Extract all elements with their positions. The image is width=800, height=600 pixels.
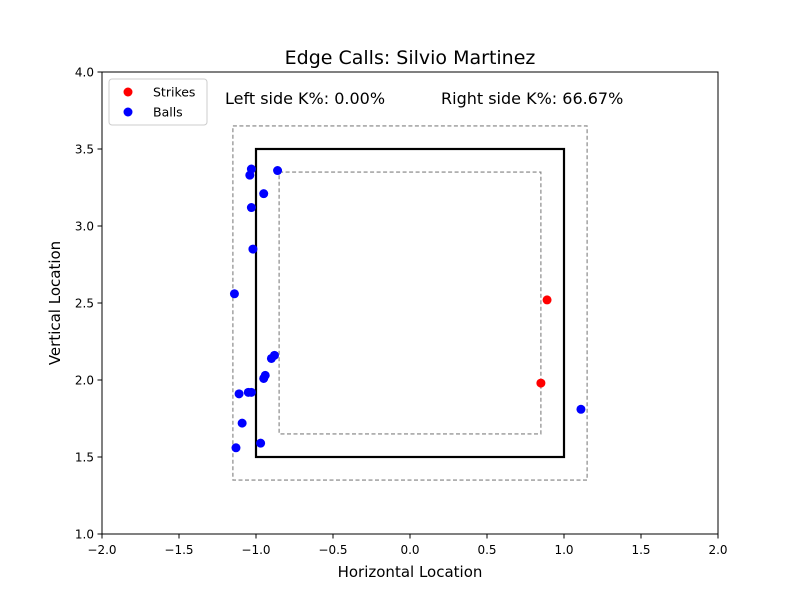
x-tick-label: 0.0 bbox=[400, 543, 419, 557]
y-tick-label: 1.0 bbox=[75, 528, 94, 542]
chart-title: Edge Calls: Silvio Martinez bbox=[285, 47, 536, 69]
x-tick-label: 2.0 bbox=[708, 543, 727, 557]
y-tick-label: 2.5 bbox=[75, 297, 94, 311]
outer-zone-rect bbox=[232, 125, 588, 481]
ball-point bbox=[248, 244, 258, 254]
x-axis-label: Horizontal Location bbox=[338, 563, 483, 581]
ball-point bbox=[229, 289, 239, 299]
ball-point bbox=[576, 404, 586, 414]
y-tick-label: 1.5 bbox=[75, 451, 94, 465]
y-axis-label: Vertical Location bbox=[46, 241, 64, 365]
x-tick-label: −1.5 bbox=[164, 543, 193, 557]
ball-point bbox=[246, 387, 256, 397]
left-side-k-annotation: Left side K%: 0.00% bbox=[225, 89, 385, 108]
legend-strike-marker bbox=[123, 87, 133, 97]
x-tick-label: 1.5 bbox=[631, 543, 650, 557]
inner-zone-rect bbox=[278, 171, 542, 435]
x-axis: −2.0 −1.5 −1.0 −0.5 0.0 0.5 1.0 1.5 2.0 bbox=[87, 534, 728, 557]
ball-point bbox=[273, 166, 283, 176]
ball-point bbox=[231, 443, 241, 453]
y-tick-label: 2.0 bbox=[75, 374, 94, 388]
ball-point bbox=[245, 170, 255, 180]
strike-point bbox=[536, 378, 546, 388]
x-tick-label: 0.5 bbox=[477, 543, 496, 557]
ball-point bbox=[237, 418, 247, 428]
right-side-k-annotation: Right side K%: 66.67% bbox=[441, 89, 623, 108]
ball-point bbox=[259, 373, 269, 383]
points-layer bbox=[229, 164, 586, 453]
legend: Strikes Balls bbox=[108, 78, 208, 126]
legend-box bbox=[108, 78, 208, 126]
x-tick-label: 1.0 bbox=[554, 543, 573, 557]
x-tick-label: −1.0 bbox=[241, 543, 270, 557]
y-tick-label: 3.5 bbox=[75, 143, 94, 157]
x-tick-label: −2.0 bbox=[87, 543, 116, 557]
strike-zone-rect bbox=[254, 147, 566, 459]
ball-point bbox=[266, 353, 276, 363]
y-tick-label: 4.0 bbox=[75, 66, 94, 80]
ball-point bbox=[256, 438, 266, 448]
ball-point bbox=[259, 189, 269, 199]
legend-ball-label: Balls bbox=[153, 105, 183, 120]
legend-ball-marker bbox=[123, 107, 133, 117]
zone-layer bbox=[232, 125, 588, 481]
y-axis: 1.0 1.5 2.0 2.5 3.0 3.5 4.0 bbox=[75, 66, 102, 542]
y-tick-label: 3.0 bbox=[75, 220, 94, 234]
x-tick-label: −0.5 bbox=[318, 543, 347, 557]
legend-strike-label: Strikes bbox=[153, 85, 195, 100]
ball-point bbox=[234, 389, 244, 399]
ball-point bbox=[246, 203, 256, 213]
strike-point bbox=[542, 295, 552, 305]
